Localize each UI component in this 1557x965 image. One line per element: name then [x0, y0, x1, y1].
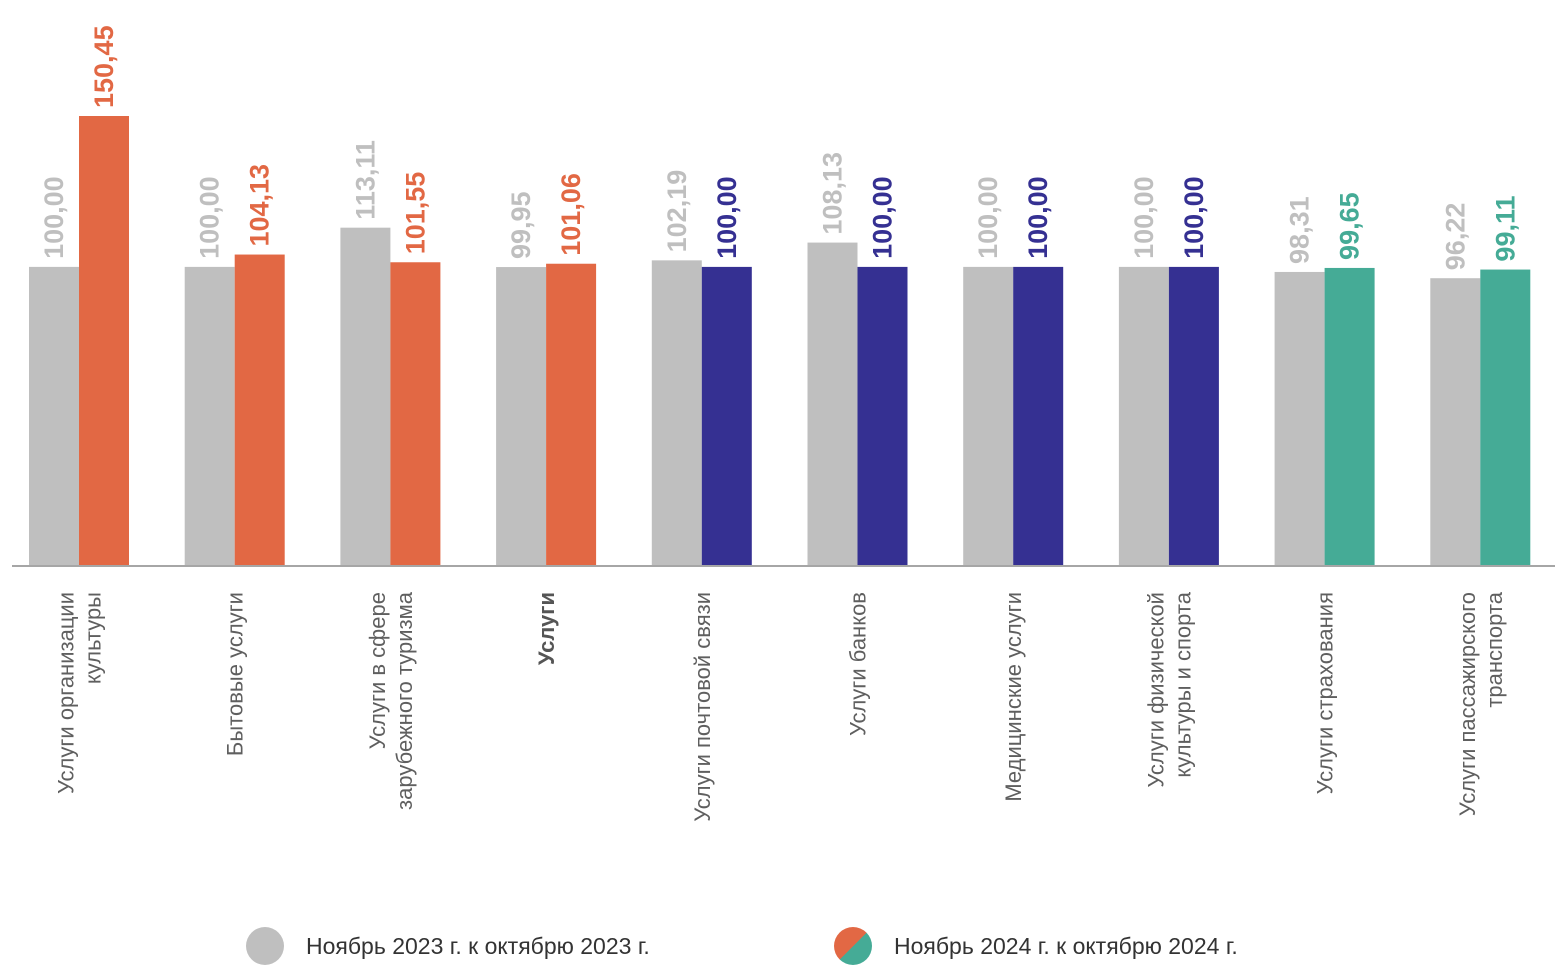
- category-labels-group: Услуги организации культуры Бытовые услуги…: [54, 591, 1507, 822]
- bar-s2-c0: [79, 116, 129, 566]
- value-label-s2-c4: 100,00: [712, 176, 742, 259]
- value-label-s1-c3: 99,95: [506, 191, 536, 259]
- category-label-2-line-0: Услуги в сфере: [365, 592, 390, 749]
- bar-s1-c2: [340, 227, 391, 567]
- bar-s1-c0: [29, 266, 79, 566]
- value-label-s2-c9: 99,11: [1490, 195, 1520, 261]
- legend-item-2024: Ноябрь 2024 г. к октябрю 2024 г.: [834, 927, 1238, 965]
- category-label-0-line-0: Услуги организации: [54, 592, 79, 794]
- category-label-3: Услуги: [534, 592, 559, 665]
- legend-split-circle-icon: [834, 927, 872, 965]
- category-label-0-line-1: культуры: [81, 592, 106, 684]
- bar-s1-c1: [184, 266, 235, 566]
- legend-item-2023: Ноябрь 2023 г. к октябрю 2023 г.: [246, 927, 650, 965]
- value-labels-group: 100,00 150,45 100,00 104,13 113,11 101,55 99,9…: [39, 25, 1520, 270]
- category-label-4: Услуги почтовой связи: [690, 592, 715, 822]
- bar-s2-c9: [1480, 269, 1531, 566]
- value-label-s2-c0: 150,45: [89, 25, 119, 108]
- bar-s2-c1: [234, 254, 285, 566]
- bar-s1-c6: [963, 266, 1014, 566]
- category-label-5-line-0: Услуги банков: [846, 592, 871, 736]
- category-label-0: Услуги организации культуры: [54, 592, 106, 794]
- value-label-s1-c4: 102,19: [662, 170, 692, 253]
- category-label-9: Услуги пассажирского транспорта: [1455, 591, 1507, 816]
- bars-group: [29, 116, 1531, 567]
- category-label-7: Услуги физической культуры и спорта: [1143, 591, 1195, 787]
- bar-s2-c4: [701, 266, 752, 566]
- bar-s2-c5: [857, 266, 908, 566]
- category-label-8: Услуги страхования: [1313, 592, 1338, 794]
- value-label-s2-c1: 104,13: [245, 164, 275, 247]
- category-label-7-line-1: культуры и спорта: [1170, 591, 1195, 777]
- bar-s1-c3: [496, 267, 547, 566]
- bar-chart: 100,00 150,45 100,00 104,13 113,11 101,55 99,9…: [12, 25, 1555, 822]
- category-label-7-line-0: Услуги физической: [1143, 592, 1168, 788]
- value-label-s2-c3: 101,06: [556, 173, 586, 256]
- value-label-s2-c6: 100,00: [1023, 176, 1053, 259]
- value-label-s1-c7: 100,00: [1129, 176, 1159, 259]
- bar-s1-c5: [807, 242, 858, 566]
- category-label-4-line-0: Услуги почтовой связи: [690, 592, 715, 822]
- legend-gray-circle-icon: [246, 927, 284, 965]
- bar-s1-c7: [1118, 266, 1169, 566]
- value-label-s2-c5: 100,00: [868, 176, 898, 259]
- value-label-s1-c9: 96,22: [1440, 203, 1470, 271]
- bar-s1-c8: [1274, 271, 1325, 566]
- category-label-1-line-0: Бытовые услуги: [223, 592, 248, 756]
- bar-s1-c4: [651, 260, 702, 566]
- value-label-s1-c1: 100,00: [195, 176, 225, 259]
- bar-s2-c2: [390, 262, 441, 566]
- category-label-9-line-0: Услуги пассажирского: [1455, 592, 1480, 816]
- value-label-s2-c7: 100,00: [1179, 176, 1209, 259]
- category-label-3-line-0: Услуги: [534, 592, 559, 665]
- bar-s1-c9: [1430, 278, 1481, 566]
- category-label-2-line-1: зарубежного туризма: [392, 591, 417, 810]
- category-label-9-line-1: транспорта: [1482, 591, 1507, 707]
- value-label-s1-c5: 108,13: [818, 152, 848, 235]
- bar-s2-c7: [1168, 266, 1219, 566]
- value-label-s2-c2: 101,55: [400, 172, 430, 255]
- legend-label-2024: Ноябрь 2024 г. к октябрю 2024 г.: [894, 932, 1238, 959]
- value-label-s1-c0: 100,00: [39, 176, 69, 259]
- bar-s2-c6: [1013, 266, 1064, 566]
- bar-s2-c8: [1324, 267, 1375, 566]
- value-label-s1-c8: 98,31: [1285, 196, 1315, 264]
- category-label-1: Бытовые услуги: [223, 592, 248, 756]
- value-label-s1-c2: 113,11: [350, 140, 380, 220]
- bar-s2-c3: [546, 263, 597, 566]
- category-label-6: Медицинские услуги: [1001, 592, 1026, 802]
- category-label-8-line-0: Услуги страхования: [1313, 592, 1338, 794]
- category-label-6-line-0: Медицинские услуги: [1001, 592, 1026, 802]
- value-label-s1-c6: 100,00: [973, 176, 1003, 259]
- value-label-s2-c8: 99,65: [1335, 192, 1365, 260]
- category-label-2: Услуги в сфере зарубежного туризма: [365, 591, 417, 810]
- category-label-5: Услуги банков: [846, 592, 871, 736]
- legend-label-2023: Ноябрь 2023 г. к октябрю 2023 г.: [306, 932, 650, 959]
